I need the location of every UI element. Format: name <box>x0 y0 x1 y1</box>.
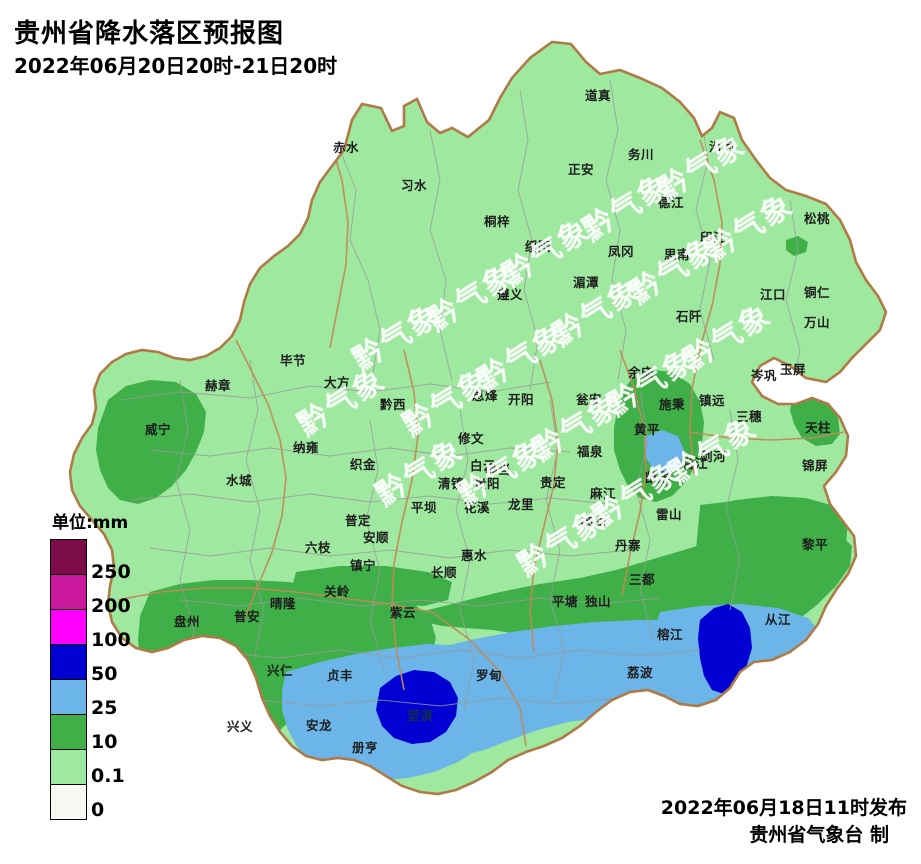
legend-swatch-50-100 <box>51 645 86 680</box>
band-10-25-tianzhu <box>790 396 840 446</box>
legend-tick-100: 100 <box>91 629 131 652</box>
band-25-50-huangping <box>644 430 684 474</box>
legend-color-bar <box>50 539 87 820</box>
legend-tick-25: 25 <box>91 697 118 720</box>
legend-swatch-10-25 <box>51 715 86 750</box>
band-50-100-wangmo <box>376 670 458 744</box>
legend-tick-10: 10 <box>91 731 118 754</box>
prefecture-boundaries <box>117 139 845 747</box>
legend-tick-50: 50 <box>91 663 118 686</box>
page-title: 贵州省降水落区预报图 <box>14 19 285 49</box>
legend-tick-labels: 250 200 100 50 25 10 0.1 0 <box>91 539 161 820</box>
legend-swatch-250- <box>51 540 86 575</box>
band-10-25-jinping <box>700 498 840 530</box>
issue-time: 2022年06月18日11时发布 <box>660 796 907 819</box>
legend: 单位:mm 250 200 100 50 25 10 0.1 0 <box>50 508 131 820</box>
legend-swatch-25-50 <box>51 680 86 715</box>
province-border <box>68 40 888 796</box>
band-10-25-weining <box>96 380 206 504</box>
legend-swatch-0-1-10 <box>51 750 86 785</box>
legend-tick-0p1: 0.1 <box>91 765 125 788</box>
legend-tick-200: 200 <box>91 595 131 618</box>
title-block: 贵州省降水落区预报图 2022年06月20日20时-21日20时 <box>14 19 338 79</box>
county-boundaries <box>119 79 801 711</box>
legend-unit-label: 单位:mm <box>52 513 129 533</box>
issuing-agency: 贵州省气象台 制 <box>749 824 889 847</box>
legend-swatch-100-200 <box>51 610 86 645</box>
legend-tick-250: 250 <box>91 561 131 584</box>
forecast-period: 2022年06月20日20时-21日20时 <box>14 53 338 78</box>
band-50-100-group <box>376 604 752 744</box>
footer: 2022年06月18日11时发布 贵州省气象台 制 <box>661 795 907 850</box>
legend-tick-0: 0 <box>91 799 105 822</box>
band-50-100-rongjiang <box>698 604 752 694</box>
legend-swatch-200-250 <box>51 575 86 610</box>
legend-swatch-0 <box>51 785 86 819</box>
